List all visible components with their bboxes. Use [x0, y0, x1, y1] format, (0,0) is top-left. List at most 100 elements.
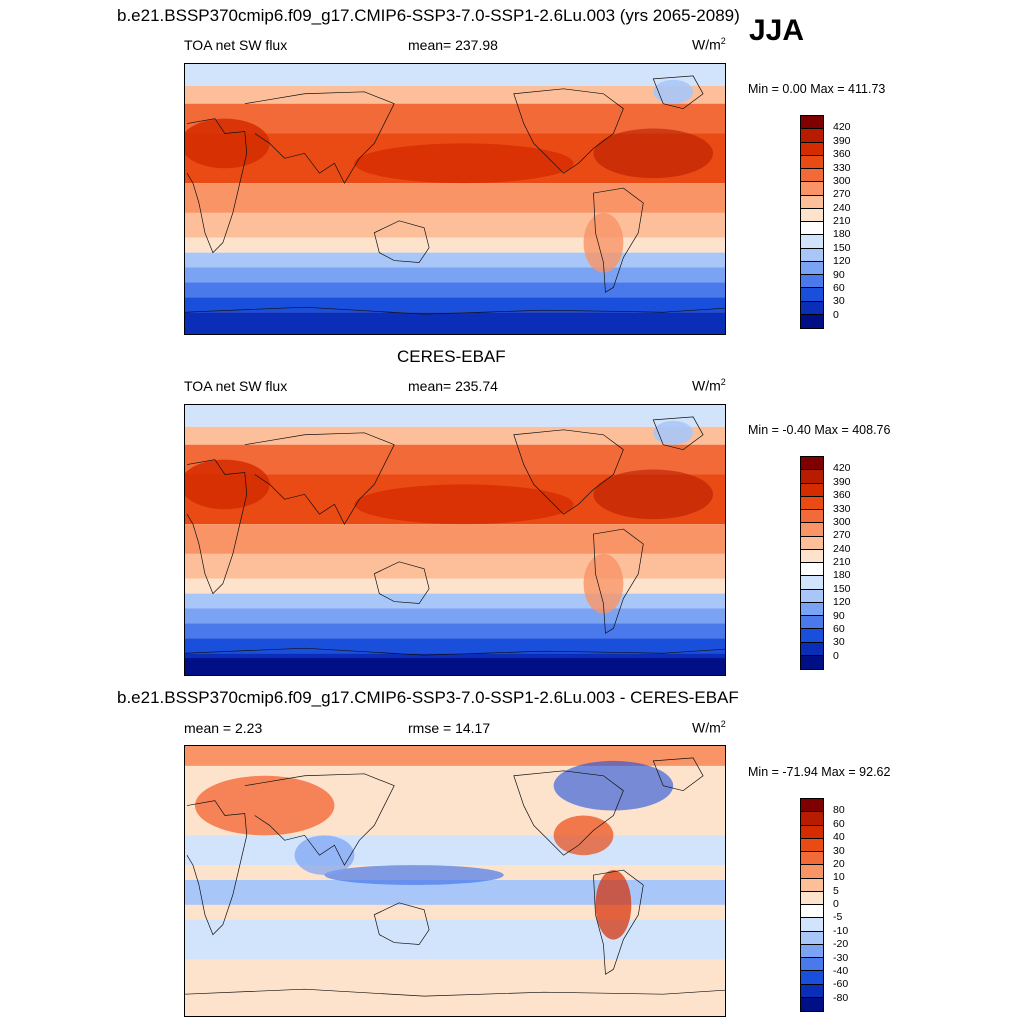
- panel-3-map: [184, 745, 726, 1017]
- colorbar-tick-label: 390: [833, 134, 851, 147]
- colorbar-tick-label: 360: [833, 148, 851, 161]
- colorbar-swatch: [801, 142, 823, 156]
- panel-3-min-max: Min = -71.94 Max = 92.62: [748, 765, 891, 779]
- colorbar-tick-label: -60: [833, 978, 849, 991]
- coastline: [244, 91, 395, 184]
- colorbar-tick-label: 420: [833, 121, 851, 134]
- colorbar-swatch: [801, 235, 823, 249]
- coastline: [593, 869, 644, 975]
- coastline: [373, 220, 430, 263]
- panel-1-title: b.e21.BSSP370cmip6.f09_g17.CMIP6-SSP3-7.…: [117, 6, 740, 25]
- colorbar-tick-label: 40: [833, 831, 845, 844]
- colorbar-tick-label: 180: [833, 228, 851, 241]
- coastline: [373, 902, 430, 945]
- colorbar-swatch: [801, 549, 823, 563]
- coastline: [244, 432, 395, 525]
- colorbar-tick-label: 90: [833, 609, 845, 622]
- panel-1-colorbar: [800, 115, 824, 329]
- coastline: [244, 773, 395, 866]
- colorbar-tick-label: 30: [833, 295, 845, 308]
- colorbar-swatch: [801, 655, 823, 669]
- colorbar-swatch: [801, 799, 823, 813]
- colorbar-tick-label: 240: [833, 201, 851, 214]
- colorbar-tick-label: 360: [833, 489, 851, 502]
- colorbar-swatch: [801, 629, 823, 643]
- colorbar-swatch: [801, 838, 823, 852]
- colorbar-tick-label: 90: [833, 268, 845, 281]
- colorbar-tick-label: 30: [833, 636, 845, 649]
- colorbar-tick-label: 0: [833, 308, 839, 321]
- panel-3-units: W/m2: [692, 719, 726, 736]
- coastline: [185, 306, 725, 315]
- panel-1-map-svg: [185, 64, 725, 334]
- colorbar-swatch: [801, 958, 823, 972]
- coastline: [593, 187, 644, 293]
- colorbar-swatch: [801, 589, 823, 603]
- colorbar-swatch: [801, 483, 823, 497]
- colorbar-tick-label: 60: [833, 622, 845, 635]
- panel-3-mean-label: mean = 2.23: [184, 720, 263, 736]
- panel-3-colorbar: [800, 798, 824, 1012]
- colorbar-tick-label: 270: [833, 529, 851, 542]
- colorbar-tick-label: -10: [833, 924, 849, 937]
- coastline: [513, 429, 624, 515]
- colorbar-swatch: [801, 536, 823, 550]
- coastline: [185, 647, 725, 656]
- season-label: JJA: [749, 14, 805, 47]
- panel-2-min-max: Min = -0.40 Max = 408.76: [748, 423, 891, 437]
- colorbar-tick-label: 150: [833, 582, 851, 595]
- colorbar-tick-label: 300: [833, 174, 851, 187]
- coastline: [185, 988, 725, 997]
- colorbar-tick-label: -40: [833, 964, 849, 977]
- colorbar-swatch: [801, 984, 823, 998]
- panel-1-variable-label: TOA net SW flux: [184, 37, 288, 53]
- panel-3-title: b.e21.BSSP370cmip6.f09_g17.CMIP6-SSP3-7.…: [117, 688, 739, 707]
- colorbar-swatch: [801, 155, 823, 169]
- coastline: [652, 75, 704, 110]
- coastline: [513, 770, 624, 856]
- colorbar-swatch: [801, 931, 823, 945]
- coastline: [186, 118, 248, 254]
- colorbar-swatch: [801, 523, 823, 537]
- colorbar-swatch: [801, 208, 823, 222]
- colorbar-swatch: [801, 248, 823, 262]
- colorbar-tick-label: -30: [833, 951, 849, 964]
- colorbar-swatch: [801, 275, 823, 289]
- colorbar-tick-label: 210: [833, 556, 851, 568]
- colorbar-swatch: [801, 576, 823, 590]
- colorbar-tick-label: 330: [833, 161, 851, 174]
- colorbar-swatch: [801, 301, 823, 315]
- colorbar-tick-label: 150: [833, 241, 851, 254]
- colorbar-swatch: [801, 457, 823, 471]
- colorbar-swatch: [801, 222, 823, 236]
- colorbar-swatch: [801, 812, 823, 826]
- colorbar-swatch: [801, 314, 823, 328]
- colorbar-swatch: [801, 288, 823, 302]
- colorbar-swatch: [801, 129, 823, 143]
- colorbar-swatch: [801, 642, 823, 656]
- colorbar-swatch: [801, 510, 823, 524]
- panel-1-min-max: Min = 0.00 Max = 411.73: [748, 82, 886, 96]
- colorbar-tick-label: -80: [833, 991, 849, 1004]
- panel-2-units: W/m2: [692, 377, 726, 394]
- coastline: [373, 561, 430, 604]
- colorbar-swatch: [801, 616, 823, 630]
- colorbar-swatch: [801, 852, 823, 866]
- colorbar-swatch: [801, 116, 823, 130]
- colorbar-tick-label: 120: [833, 255, 851, 268]
- colorbar-tick-label: 270: [833, 188, 851, 201]
- coastline: [186, 459, 248, 595]
- colorbar-swatch: [801, 865, 823, 879]
- colorbar-tick-label: 390: [833, 475, 851, 488]
- colorbar-tick-label: 420: [833, 462, 851, 475]
- panel-2-title: CERES-EBAF: [397, 347, 506, 366]
- panel-3-rmse-label: rmse = 14.17: [408, 720, 491, 736]
- colorbar-swatch: [801, 182, 823, 196]
- panel-2-variable-label: TOA net SW flux: [184, 378, 288, 394]
- panel-2-mean-label: mean= 235.74: [408, 378, 498, 394]
- colorbar-tick-label: 0: [833, 898, 839, 910]
- panel-2-map: [184, 404, 726, 676]
- colorbar-swatch: [801, 905, 823, 919]
- coastline: [593, 528, 644, 634]
- panel-1-units: W/m2: [692, 36, 726, 53]
